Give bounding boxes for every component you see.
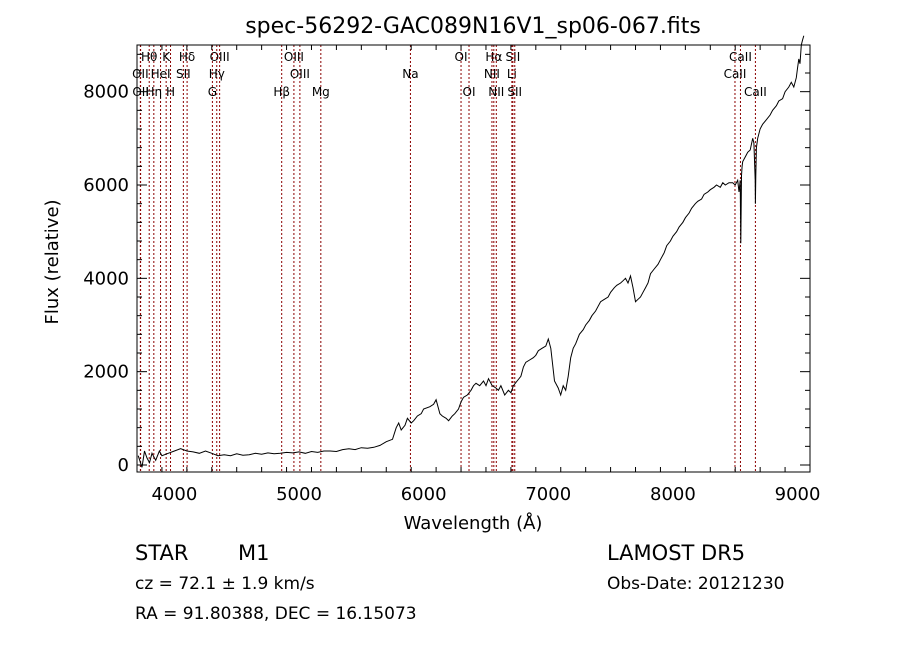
- x-tick-label: 6000: [401, 484, 447, 505]
- spectral-line-label: OI: [455, 50, 468, 64]
- spectral-line-label: SII: [176, 67, 191, 81]
- x-axis-label: Wavelength (Å): [404, 512, 543, 534]
- spectral-line-label: Mg: [312, 85, 330, 99]
- spectral-line-label: H: [166, 85, 175, 99]
- x-axis: 4000 5000 6000 7000 8000 9000: [136, 45, 821, 505]
- redshift-velocity: cz = 72.1 ± 1.9 km/s: [135, 574, 315, 594]
- y-tick-label: 8000: [83, 82, 129, 103]
- chart-title: spec-56292-GAC089N16V1_sp06-067.fits: [245, 14, 701, 39]
- spectral-line-label: OIII: [290, 67, 310, 81]
- y-axis-label: Flux (relative): [42, 199, 63, 324]
- coordinates: RA = 91.80388, DEC = 16.15073: [135, 604, 417, 624]
- y-tick-label: 2000: [83, 362, 129, 383]
- spectral-line-label: CaII: [744, 85, 767, 99]
- spectral-line-label: Hβ: [273, 85, 290, 99]
- object-type: STAR: [135, 541, 189, 565]
- spectral-line-label: NII: [488, 85, 504, 99]
- spectral-line-label: Hα: [485, 50, 502, 64]
- spectral-line-label: G: [208, 85, 217, 99]
- spectral-line-label: SII: [506, 50, 521, 64]
- y-tick-label: 4000: [83, 268, 129, 289]
- spectral-line-label: Hδ: [179, 50, 195, 64]
- spectrum-line: [137, 35, 805, 468]
- y-axis: 0 2000 4000 6000 8000: [83, 53, 810, 476]
- y-tick-label: 0: [118, 455, 129, 476]
- spectral-line-label: Hγ: [209, 67, 225, 81]
- spectral-line-label: SII: [507, 85, 522, 99]
- spectral-line-label: NII: [484, 67, 500, 81]
- spectral-line-label: Hη: [146, 85, 163, 99]
- y-tick-label: 6000: [83, 175, 129, 196]
- x-tick-label: 8000: [650, 484, 696, 505]
- spectral-line-label: OIII: [210, 50, 230, 64]
- spectrum-series: [137, 35, 805, 468]
- spectral-line-label: CaII: [724, 67, 747, 81]
- spectral-line-label: K: [162, 50, 171, 64]
- x-tick-label: 9000: [775, 484, 821, 505]
- spectral-line-label: HeI: [151, 67, 171, 81]
- x-tick-label: 5000: [276, 484, 322, 505]
- x-tick-label: 4000: [151, 484, 197, 505]
- survey-name: LAMOST DR5: [607, 541, 746, 565]
- spectral-line-label: OI: [463, 85, 476, 99]
- spectral-line-label: CaII: [729, 50, 752, 64]
- spectral-line-label: Na: [402, 67, 418, 81]
- x-tick-label: 7000: [525, 484, 571, 505]
- plot-frame: [136, 44, 811, 473]
- spectral-line-label: OIII: [284, 50, 304, 64]
- spectral-line-label: Li: [507, 67, 517, 81]
- observation-date: Obs-Date: 20121230: [607, 574, 785, 594]
- object-subclass: M1: [238, 541, 270, 565]
- spectral-line-label: Hθ: [141, 50, 157, 64]
